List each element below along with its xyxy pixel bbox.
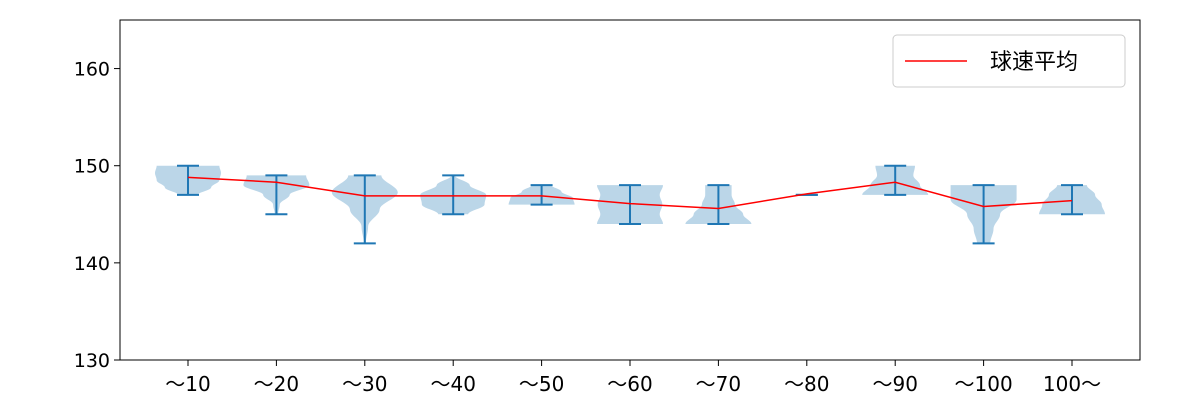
x-tick-label: ～90	[872, 372, 917, 396]
x-tick-label: ～10	[165, 372, 210, 396]
y-axis: 130 140 150 160	[74, 59, 120, 372]
violin-6	[685, 184, 752, 225]
x-tick-label: ～20	[254, 372, 299, 396]
violin-2	[331, 174, 398, 245]
x-tick-label: ～80	[784, 372, 829, 396]
x-tick-label: ～100	[955, 372, 1013, 396]
x-tick-label: ～40	[430, 372, 475, 396]
x-tick-label: ～60	[607, 372, 652, 396]
legend-box	[892, 34, 1126, 88]
y-tick-label: 150	[74, 156, 110, 178]
violin-9	[950, 184, 1017, 245]
y-tick-label: 160	[74, 59, 110, 81]
violin-3	[420, 174, 487, 216]
mean-line	[187, 176, 1073, 210]
x-tick-label: ～50	[519, 372, 564, 396]
legend: 球速平均	[892, 34, 1126, 88]
violin-10	[1039, 184, 1105, 216]
legend-label: 球速平均	[990, 50, 1078, 75]
mean-line-group	[187, 176, 1073, 210]
violin-4	[508, 184, 575, 206]
x-tick-label: ～70	[696, 372, 741, 396]
x-axis: ～10 ～20 ～30 ～40 ～50 ～60 ～70 ～80 ～90 ～100 100～	[165, 360, 1101, 396]
violin-5	[597, 184, 663, 225]
violin-8	[862, 164, 929, 196]
x-tick-label: 100～	[1043, 372, 1101, 396]
violin-0	[155, 164, 221, 196]
violins	[155, 164, 1105, 245]
y-tick-label: 130	[74, 350, 110, 372]
x-tick-label: ～30	[342, 372, 387, 396]
y-tick-label: 140	[74, 253, 110, 275]
